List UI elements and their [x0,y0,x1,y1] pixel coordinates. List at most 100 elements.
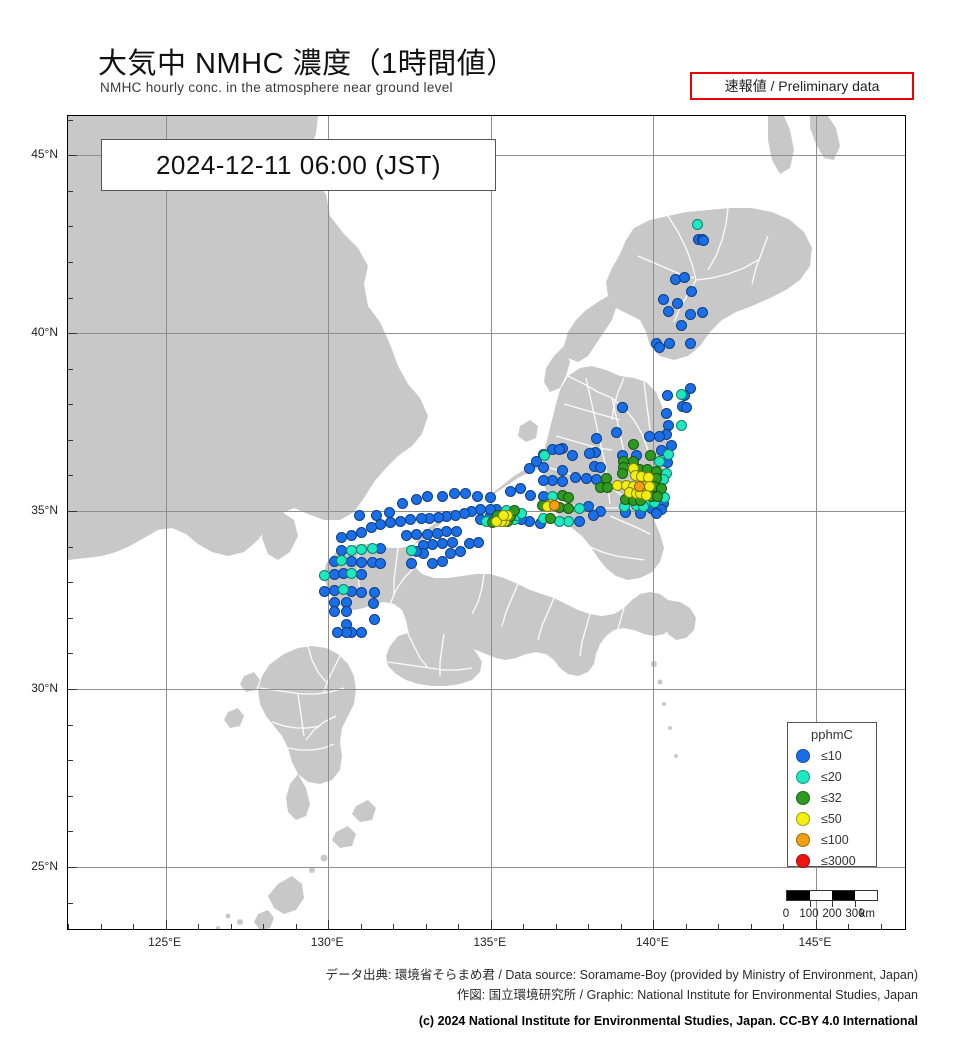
data-point[interactable] [491,516,503,528]
data-point[interactable] [514,483,526,495]
data-point[interactable] [573,515,585,527]
data-point[interactable] [416,513,428,525]
data-point[interactable] [562,502,574,514]
data-point[interactable] [537,462,549,474]
data-point[interactable] [504,485,516,497]
data-point[interactable] [538,450,550,462]
data-point[interactable] [353,509,365,521]
data-point[interactable] [394,515,406,527]
data-point[interactable] [331,627,343,639]
data-point[interactable] [355,627,367,639]
data-point[interactable] [328,605,340,617]
data-point[interactable] [411,528,423,540]
data-point[interactable] [375,558,387,570]
data-point[interactable] [368,614,380,626]
data-point[interactable] [616,468,628,480]
data-point[interactable] [653,341,665,353]
data-point[interactable] [346,545,358,557]
legend-row-4[interactable]: ≤100 [788,829,876,850]
data-point[interactable] [685,383,697,395]
data-point[interactable] [686,285,698,297]
data-point[interactable] [563,492,575,504]
data-point[interactable] [437,490,449,502]
data-point[interactable] [676,420,688,432]
data-point[interactable] [471,490,483,502]
data-point[interactable] [366,542,378,554]
data-point[interactable] [553,444,565,456]
data-point[interactable] [401,529,413,541]
data-point[interactable] [616,402,628,414]
data-point[interactable] [338,583,350,595]
data-point[interactable] [676,389,688,401]
data-point[interactable] [472,536,484,548]
legend-row-2[interactable]: ≤32 [788,787,876,808]
data-point[interactable] [370,509,382,521]
data-point[interactable] [404,514,416,526]
data-point[interactable] [355,586,367,598]
data-point[interactable] [340,605,352,617]
data-point[interactable] [383,507,395,519]
data-point[interactable] [698,235,710,247]
data-point[interactable] [645,450,657,462]
data-point[interactable] [581,472,593,484]
data-point[interactable] [640,489,652,501]
data-point[interactable] [643,430,655,442]
data-point[interactable] [672,298,684,310]
data-point[interactable] [681,402,693,414]
data-point[interactable] [573,502,585,514]
data-point[interactable] [691,219,703,231]
data-point[interactable] [355,543,367,555]
data-point[interactable] [696,306,708,318]
data-point[interactable] [485,492,497,504]
data-point[interactable] [405,558,417,570]
data-point[interactable] [355,557,367,569]
legend-row-5[interactable]: ≤3000 [788,850,876,871]
data-point[interactable] [627,438,639,450]
legend-row-1[interactable]: ≤20 [788,766,876,787]
data-point[interactable] [336,532,348,544]
data-point[interactable] [548,500,560,512]
data-point[interactable] [427,558,439,570]
data-point[interactable] [355,568,367,580]
data-point[interactable] [685,338,697,350]
data-point[interactable] [396,497,408,509]
data-point[interactable] [444,547,456,559]
data-point[interactable] [531,456,543,468]
data-point[interactable] [459,488,471,500]
data-point[interactable] [595,462,607,474]
data-point[interactable] [368,586,380,598]
data-point[interactable] [336,554,348,566]
data-point[interactable] [421,528,433,540]
data-point[interactable] [664,337,676,349]
data-point[interactable] [569,471,581,483]
data-point[interactable] [537,475,549,487]
data-point[interactable] [567,450,579,462]
data-point[interactable] [385,516,397,528]
data-point[interactable] [455,546,467,558]
data-point[interactable] [663,449,675,461]
data-point[interactable] [651,508,663,520]
map-plot-area[interactable] [67,115,906,930]
data-point[interactable] [587,509,599,521]
data-point[interactable] [584,447,596,459]
data-point[interactable] [405,545,417,557]
data-point[interactable] [524,489,536,501]
legend-row-0[interactable]: ≤10 [788,745,876,766]
data-point[interactable] [590,432,602,444]
data-point[interactable] [685,309,697,321]
data-point[interactable] [678,272,690,284]
data-point[interactable] [634,480,646,492]
data-point[interactable] [676,319,688,331]
data-point[interactable] [411,494,423,506]
data-point[interactable] [557,464,569,476]
data-point[interactable] [660,407,672,419]
data-point[interactable] [355,526,367,538]
data-point[interactable] [658,293,670,305]
data-point[interactable] [651,491,663,503]
data-point[interactable] [524,462,536,474]
data-point[interactable] [663,306,675,318]
data-point[interactable] [318,570,330,582]
data-point[interactable] [367,598,379,610]
data-point[interactable] [611,426,623,438]
data-point[interactable] [365,521,377,533]
